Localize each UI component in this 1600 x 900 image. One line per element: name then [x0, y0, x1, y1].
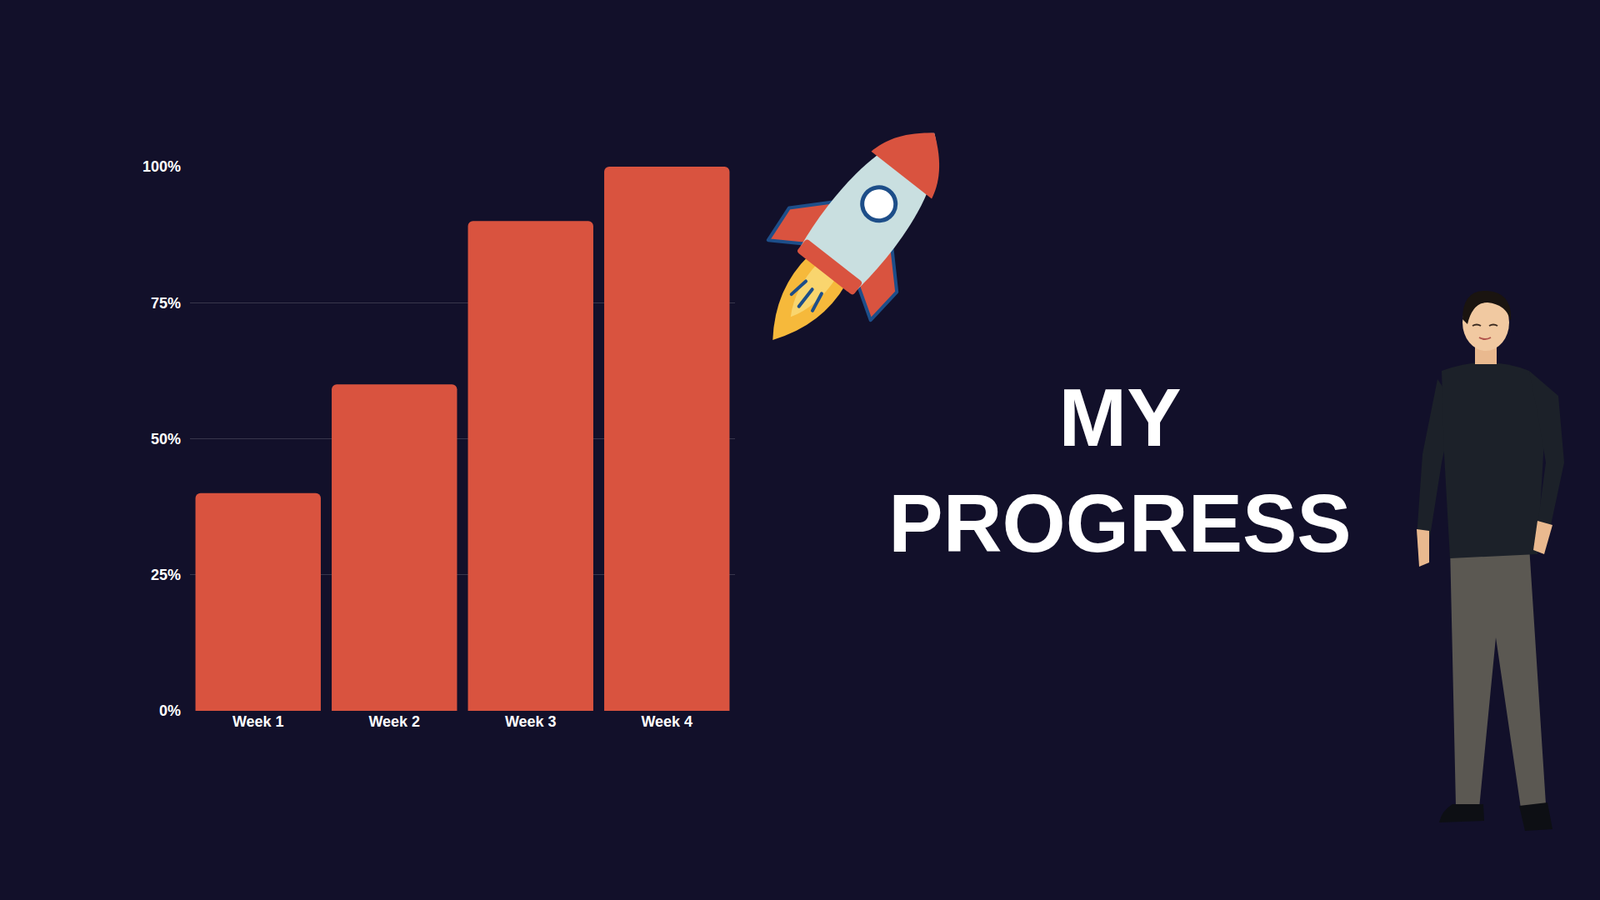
svg-text:75%: 75%	[150, 295, 181, 312]
svg-text:MYPROGRESS: MYPROGRESS	[888, 371, 1351, 570]
svg-text:50%: 50%	[150, 430, 181, 448]
svg-text:Week 2: Week 2	[368, 713, 420, 730]
svg-text:Week 4: Week 4	[640, 713, 693, 730]
svg-text:25%: 25%	[150, 566, 181, 584]
svg-text:Week 3: Week 3	[505, 713, 557, 730]
svg-text:0%: 0%	[159, 702, 181, 720]
svg-text:100%: 100%	[142, 158, 181, 175]
svg-text:Week 1: Week 1	[232, 713, 285, 730]
